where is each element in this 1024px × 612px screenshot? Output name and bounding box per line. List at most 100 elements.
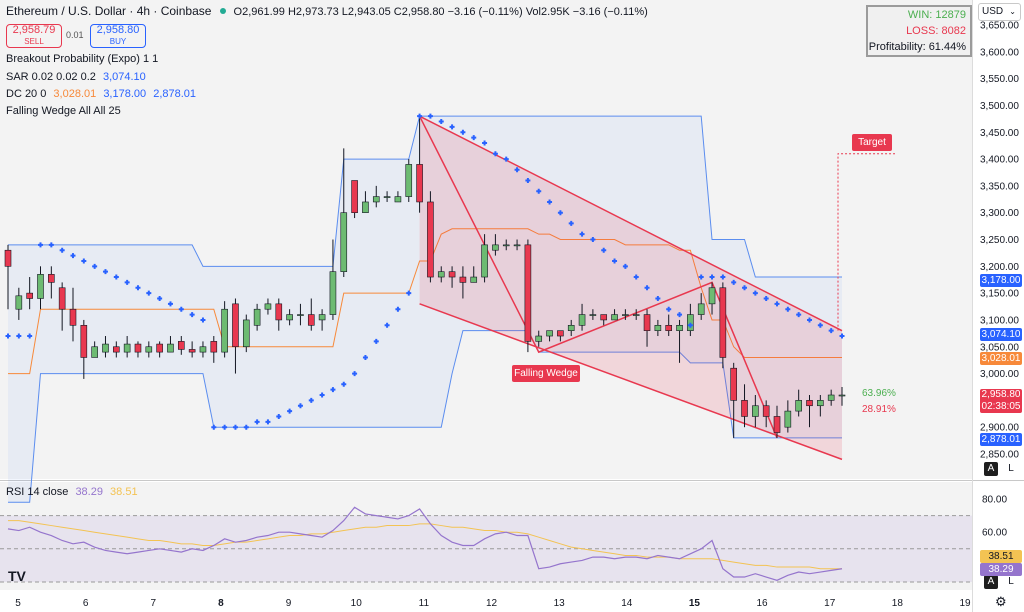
sar-dot [384, 322, 390, 328]
sar-dot [243, 424, 249, 430]
rsi-value-tag: 38.29 [980, 563, 1022, 576]
target-projection-line [837, 153, 895, 331]
price-tick-label: 3,100.00 [980, 315, 1019, 326]
candle-body [264, 303, 272, 310]
sar-dot [352, 371, 358, 377]
candle-body [91, 346, 98, 358]
dc-lower-price-tag: 2,878.01 [980, 433, 1022, 446]
buy-price: 2,958.80 [96, 24, 140, 36]
sar-dot [720, 274, 726, 280]
price-tick-label: 3,450.00 [980, 128, 1019, 139]
candle-body [26, 292, 33, 299]
price-tick-label: 3,250.00 [980, 235, 1019, 246]
sar-dot [37, 242, 43, 248]
sar-dot [503, 156, 509, 162]
rsi-ma-tag: 38.51 [980, 550, 1022, 563]
dc-mid-value: 3,028.01 [53, 88, 97, 100]
sar-dot [839, 333, 845, 339]
candle-body [297, 314, 304, 316]
candle-body [481, 244, 488, 278]
sar-dot [297, 403, 303, 409]
target-label[interactable]: Target [852, 134, 892, 151]
candle-body [632, 314, 640, 316]
candle-body [535, 335, 543, 342]
candle-body [177, 341, 185, 350]
price-tick-label: 3,400.00 [980, 155, 1019, 166]
time-tick-label: 19 [959, 598, 971, 609]
donchian-upper-line [8, 115, 842, 278]
candle-body [340, 212, 348, 272]
candle-body [123, 343, 131, 353]
candle-body [437, 271, 445, 278]
candle-body [687, 314, 694, 331]
tradingview-logo[interactable]: TV [8, 568, 26, 584]
rsi-label: RSI 14 close [6, 486, 69, 498]
settings-gear-icon[interactable]: ⚙ [995, 594, 1007, 609]
currency-selector[interactable]: USD ⌄ [978, 3, 1021, 21]
auto-scale-button[interactable]: A [984, 462, 998, 476]
spread-value: 0.01 [66, 30, 84, 40]
candle-body [611, 314, 618, 321]
candle-body [80, 324, 88, 358]
sar-dot [590, 237, 596, 242]
candle-body [806, 400, 813, 407]
buy-button[interactable]: 2,958.80 BUY [90, 24, 146, 48]
sar-dot [16, 333, 22, 339]
time-tick-label: 10 [351, 598, 363, 609]
log-scale-button[interactable]: L [1008, 463, 1014, 474]
sell-price: 2,958.79 [12, 24, 56, 36]
candle-body [145, 346, 153, 353]
candle-body [524, 244, 532, 342]
sar-dot [124, 279, 130, 285]
sar-dot [752, 290, 758, 296]
rsi-pane [0, 482, 972, 590]
sar-dot [362, 354, 368, 360]
candle-body [708, 287, 716, 305]
dc-label: DC 20 0 [6, 88, 47, 100]
sar-dot [828, 328, 834, 334]
candle-body [557, 330, 564, 337]
sar-dot [59, 247, 65, 253]
rsi-ma-line [8, 520, 842, 570]
market-status-dot [220, 8, 227, 14]
candle-body [654, 324, 662, 331]
sar-dot [698, 274, 704, 280]
dc-lower-value: 2,878.01 [153, 88, 197, 100]
log-scale-button-rsi[interactable]: L [1008, 576, 1014, 587]
sar-label: SAR 0.02 0.02 0.2 [6, 71, 96, 83]
rsi-line [7, 506, 843, 581]
candle-body [307, 314, 315, 326]
candle-body [502, 244, 510, 247]
breakout-indicator-label[interactable]: Breakout Probability (Expo) 1 1 [6, 53, 159, 65]
sar-indicator-legend[interactable]: SAR 0.02 0.02 0.2 3,074.10 [6, 71, 146, 83]
wedge-indicator-label[interactable]: Falling Wedge All All 25 [6, 105, 121, 117]
price-tick-label: 3,350.00 [980, 181, 1019, 192]
candle-body [188, 349, 196, 353]
sar-dot [254, 419, 260, 425]
dc-indicator-legend[interactable]: DC 20 0 3,028.01 3,178.00 2,878.01 [6, 88, 196, 100]
sar-dot [276, 413, 282, 419]
sar-dot [113, 274, 119, 280]
donchian-mid-line [8, 228, 842, 375]
rsi-legend[interactable]: RSI 14 close 38.29 38.51 [6, 486, 138, 498]
candle-body [752, 405, 759, 417]
candle-body [242, 319, 250, 348]
candle-body [741, 400, 748, 417]
time-tick-label: 9 [286, 598, 292, 609]
rsi-value: 38.29 [75, 486, 103, 498]
price-tick-label: 3,150.00 [980, 289, 1019, 300]
sar-dot [341, 381, 347, 387]
candle-body [383, 196, 391, 198]
symbol-title[interactable]: Ethereum / U.S. Dollar · 4h · Coinbase [6, 4, 212, 18]
candle-body [730, 367, 737, 401]
falling-wedge-label[interactable]: Falling Wedge [512, 365, 580, 382]
sar-dot [200, 317, 206, 323]
currency-label: USD [982, 6, 1004, 17]
candle-body [817, 400, 824, 407]
donchian-lower-line [8, 330, 842, 503]
sar-dot [471, 135, 477, 141]
auto-scale-button-rsi[interactable]: A [984, 575, 998, 589]
sell-button[interactable]: 2,958.79 SELL [6, 24, 62, 48]
sar-dot [330, 387, 336, 393]
